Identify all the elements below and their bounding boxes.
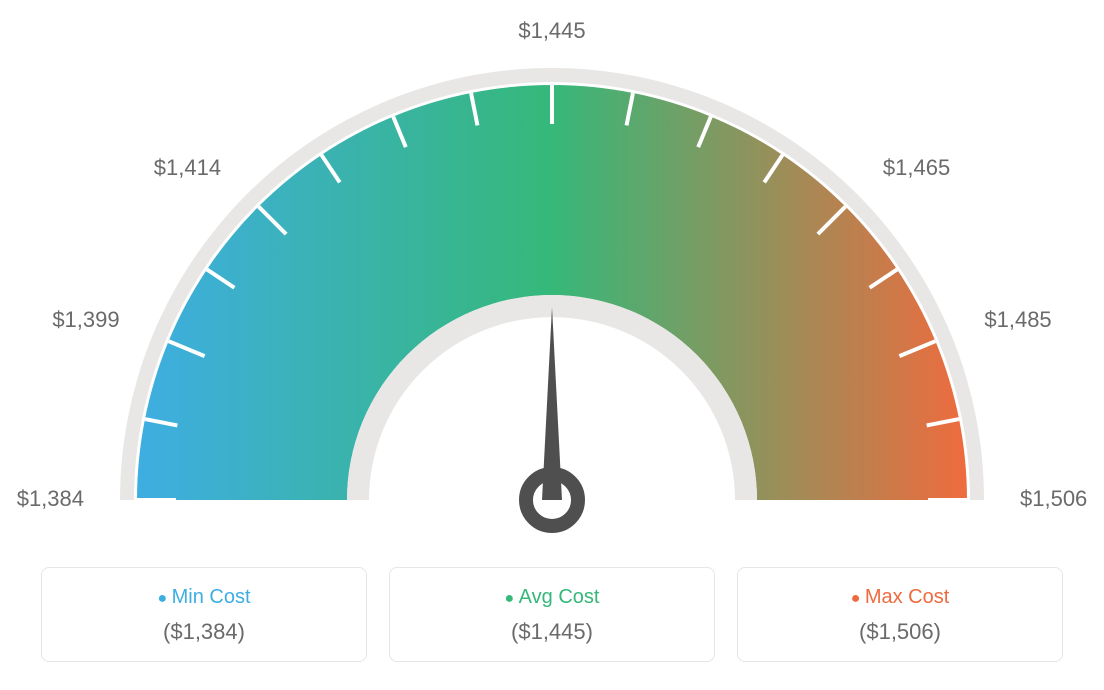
legend-min-box: Min Cost ($1,384) xyxy=(41,567,367,662)
legend-avg-box: Avg Cost ($1,445) xyxy=(389,567,715,662)
svg-text:$1,506: $1,506 xyxy=(1020,486,1087,511)
svg-text:$1,465: $1,465 xyxy=(883,155,950,180)
chart-container: $1,384 $1,399 $1,414 $1,445 $1,465 $1,485 $1,5… xyxy=(0,0,1104,690)
svg-text:$1,485: $1,485 xyxy=(984,307,1051,332)
svg-text:$1,414: $1,414 xyxy=(154,155,221,180)
legend-avg-value: ($1,445) xyxy=(402,619,702,645)
gauge-svg: $1,384 $1,399 $1,414 $1,445 $1,465 $1,485 $1,5… xyxy=(0,0,1104,560)
legend-max-box: Max Cost ($1,506) xyxy=(737,567,1063,662)
svg-text:$1,445: $1,445 xyxy=(518,18,585,43)
svg-text:$1,399: $1,399 xyxy=(52,307,119,332)
legend-max-value: ($1,506) xyxy=(750,619,1050,645)
legend-min-value: ($1,384) xyxy=(54,619,354,645)
gauge-chart: $1,384 $1,399 $1,414 $1,445 $1,465 $1,485 $1,5… xyxy=(0,0,1104,560)
svg-text:$1,384: $1,384 xyxy=(17,486,84,511)
legend-row: Min Cost ($1,384) Avg Cost ($1,445) Max … xyxy=(0,567,1104,662)
legend-max-title: Max Cost xyxy=(750,586,1050,609)
legend-min-title: Min Cost xyxy=(54,586,354,609)
legend-avg-title: Avg Cost xyxy=(402,586,702,609)
